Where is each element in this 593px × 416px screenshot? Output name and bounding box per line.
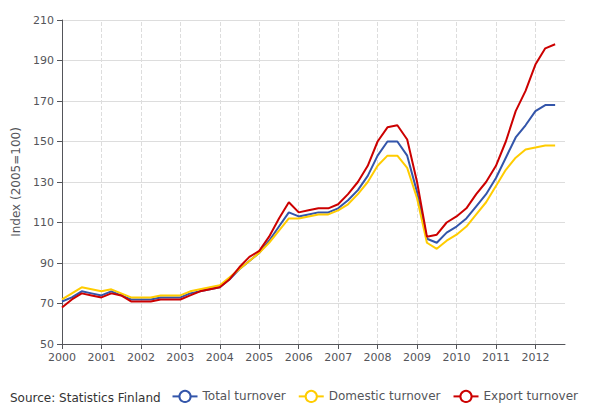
svg-text:2006: 2006 (285, 351, 313, 364)
svg-text:2005: 2005 (245, 351, 273, 364)
svg-text:Index (2005=100): Index (2005=100) (9, 127, 23, 237)
svg-text:170: 170 (33, 95, 54, 108)
svg-text:110: 110 (33, 216, 54, 229)
svg-text:150: 150 (33, 135, 54, 148)
svg-text:50: 50 (40, 338, 54, 351)
svg-text:2004: 2004 (206, 351, 234, 364)
svg-text:Total turnover: Total turnover (202, 389, 286, 403)
svg-text:70: 70 (40, 297, 54, 310)
svg-text:2012: 2012 (521, 351, 549, 364)
svg-text:2003: 2003 (166, 351, 194, 364)
svg-text:2007: 2007 (324, 351, 352, 364)
svg-text:90: 90 (40, 257, 54, 270)
svg-text:2001: 2001 (87, 351, 115, 364)
svg-text:2002: 2002 (127, 351, 155, 364)
svg-text:190: 190 (33, 54, 54, 67)
svg-text:Domestic turnover: Domestic turnover (329, 389, 441, 403)
svg-text:2011: 2011 (482, 351, 510, 364)
svg-text:Export turnover: Export turnover (484, 389, 579, 403)
svg-text:Source: Statistics Finland: Source: Statistics Finland (10, 391, 161, 405)
svg-text:130: 130 (33, 176, 54, 189)
svg-text:210: 210 (33, 14, 54, 27)
svg-text:2010: 2010 (443, 351, 471, 364)
svg-text:2000: 2000 (48, 351, 76, 364)
svg-text:2009: 2009 (403, 351, 431, 364)
svg-text:2008: 2008 (364, 351, 392, 364)
